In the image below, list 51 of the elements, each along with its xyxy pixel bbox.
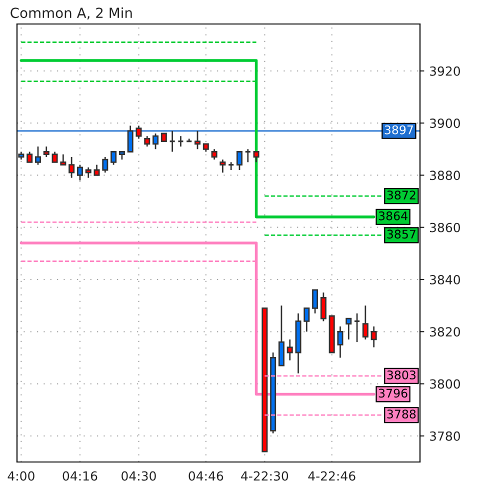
candlestick <box>127 124 134 152</box>
candlestick <box>94 164 100 176</box>
candlestick <box>76 164 83 182</box>
y-tick-label: 3780 <box>430 431 460 441</box>
ref-line-label: 3897 <box>384 125 413 134</box>
y-tick-label: 3840 <box>430 274 460 284</box>
candlestick <box>337 326 344 358</box>
data-label: 3788 <box>387 410 416 418</box>
y-tick-label: 3920 <box>430 66 460 76</box>
candlestick <box>194 130 201 150</box>
candlestick <box>253 151 260 163</box>
data-label: 3872 <box>387 190 416 200</box>
y-tick-label: 3860 <box>430 222 460 232</box>
candlestick <box>85 166 92 179</box>
candlestick <box>136 124 142 140</box>
x-tick-label: 4-22:30 <box>241 471 288 481</box>
x-tick-label: 04:30 <box>122 471 156 481</box>
candlestick <box>236 151 242 171</box>
chart-title: Common A, 2 Min <box>10 7 132 20</box>
data-label: 3857 <box>387 230 416 239</box>
candlestick <box>52 151 58 163</box>
x-tick-label: 04:46 <box>188 471 224 481</box>
candlestick <box>220 158 226 174</box>
candlestick <box>211 148 218 160</box>
y-tick-label: 3820 <box>430 327 460 337</box>
y-tick-label: 3880 <box>430 170 460 180</box>
data-label: 3796 <box>378 388 408 398</box>
candlestick <box>68 156 75 179</box>
candlestick <box>346 318 352 340</box>
x-tick-label: 4-22:46 <box>308 471 356 481</box>
candlestick <box>312 289 318 314</box>
data-label: 3803 <box>387 370 416 380</box>
candlestick <box>362 304 368 340</box>
candlestick <box>110 151 117 166</box>
candlestick <box>43 146 50 158</box>
x-tick-label: 4:00 <box>8 471 34 481</box>
candlestick <box>286 338 293 362</box>
candlestick <box>370 326 377 348</box>
candlestick <box>144 135 150 148</box>
candlestick <box>60 154 66 166</box>
candlestick <box>152 132 159 150</box>
candlestick <box>278 304 284 366</box>
candlestick <box>34 146 41 166</box>
candlestick <box>320 292 326 322</box>
y-tick-label: 3800 <box>430 379 460 389</box>
candlestick <box>304 307 310 332</box>
data-label: 3864 <box>378 211 408 220</box>
candlestick <box>102 156 108 174</box>
y-tick-label: 3900 <box>430 118 460 128</box>
x-tick-label: 04:16 <box>62 471 98 481</box>
candlestick <box>26 151 33 163</box>
